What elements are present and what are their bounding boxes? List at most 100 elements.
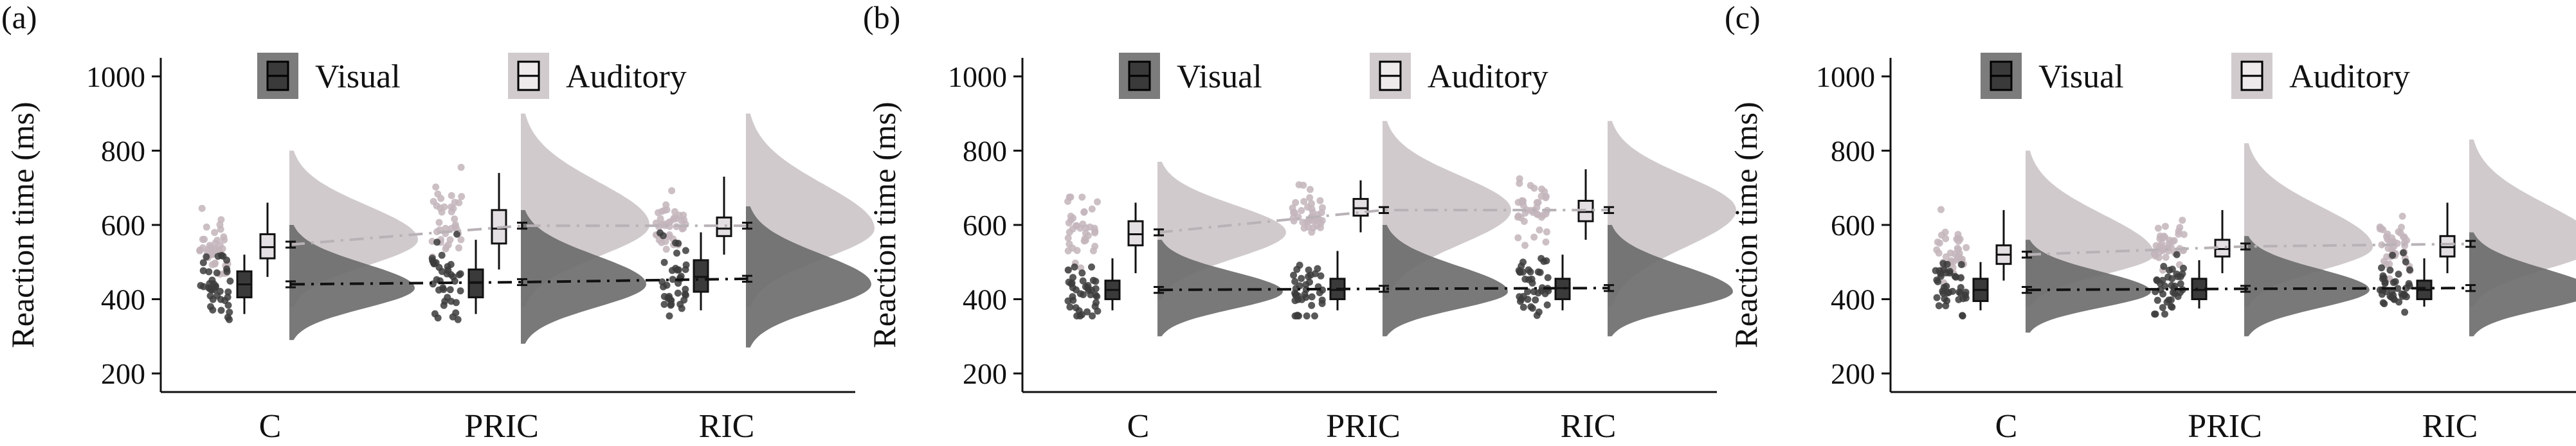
dot-visual bbox=[2394, 285, 2402, 292]
x-tick-label: RIC bbox=[1561, 408, 1617, 445]
dot-visual bbox=[682, 261, 690, 269]
dot-auditory bbox=[455, 244, 462, 252]
dot-visual bbox=[675, 280, 682, 287]
legend-label-auditory: Auditory bbox=[566, 58, 687, 95]
dot-visual bbox=[2151, 310, 2159, 318]
dot-visual bbox=[660, 292, 668, 300]
dot-visual bbox=[1084, 308, 1091, 316]
dot-visual bbox=[2379, 275, 2386, 283]
x-tick-label: PRIC bbox=[1326, 408, 1401, 445]
dot-auditory bbox=[203, 223, 210, 231]
dot-auditory bbox=[1089, 247, 1097, 254]
dot-visual bbox=[457, 287, 464, 295]
dot-auditory bbox=[1542, 238, 1550, 246]
dot-visual bbox=[226, 277, 234, 285]
dot-auditory bbox=[669, 215, 677, 223]
dot-auditory bbox=[2384, 245, 2392, 252]
dot-visual bbox=[223, 256, 230, 264]
y-tick-label: 400 bbox=[963, 283, 1007, 316]
dot-auditory bbox=[1289, 209, 1297, 216]
dot-auditory bbox=[1073, 222, 1080, 229]
dot-visual bbox=[2378, 264, 2385, 272]
x-tick-label: RIC bbox=[2422, 408, 2478, 445]
dot-visual bbox=[2406, 266, 2413, 274]
dot-auditory bbox=[1937, 206, 1945, 213]
dot-visual bbox=[444, 267, 452, 274]
dot-auditory bbox=[1934, 238, 1941, 246]
dot-auditory bbox=[1091, 229, 1098, 236]
dot-visual bbox=[1948, 287, 1956, 295]
dot-visual bbox=[681, 290, 689, 298]
dot-visual bbox=[1934, 278, 1942, 285]
dot-visual bbox=[1516, 268, 1523, 276]
dot-auditory bbox=[2176, 224, 2184, 231]
dot-visual bbox=[1943, 260, 1951, 268]
dot-visual bbox=[1092, 292, 1100, 299]
dot-auditory bbox=[1958, 255, 1966, 263]
dot-auditory bbox=[438, 208, 446, 216]
dot-visual bbox=[453, 230, 460, 238]
dot-auditory bbox=[1530, 233, 1538, 241]
dot-visual bbox=[1524, 296, 1532, 303]
dot-visual bbox=[660, 301, 668, 308]
dot-visual bbox=[1290, 271, 1298, 279]
dot-auditory bbox=[2179, 217, 2186, 224]
dot-auditory bbox=[2159, 245, 2166, 253]
dot-auditory bbox=[1298, 207, 1305, 215]
dot-visual bbox=[1543, 301, 1551, 308]
dot-auditory bbox=[437, 195, 445, 202]
dot-visual bbox=[669, 276, 676, 283]
dot-visual bbox=[1524, 288, 1532, 296]
dot-auditory bbox=[1536, 226, 1543, 234]
dot-visual bbox=[672, 265, 680, 272]
dot-auditory bbox=[1955, 245, 1963, 253]
dot-visual bbox=[199, 259, 207, 267]
dot-auditory bbox=[2162, 253, 2170, 261]
dot-visual bbox=[1302, 286, 1310, 293]
dot-visual bbox=[1305, 272, 1312, 280]
violin-visual bbox=[746, 206, 871, 348]
dot-auditory bbox=[210, 245, 218, 253]
dot-visual bbox=[1065, 278, 1073, 286]
y-tick-label: 600 bbox=[101, 209, 145, 242]
dot-auditory bbox=[1299, 219, 1307, 226]
chart-panel-1: (a) 200 400 600 800 1000 Reaction time (ms) C PR… bbox=[1, 0, 875, 445]
dot-auditory bbox=[1069, 214, 1077, 222]
dot-visual bbox=[660, 283, 667, 290]
dot-visual bbox=[1538, 284, 1546, 292]
dot-visual bbox=[1306, 278, 1313, 286]
dot-auditory bbox=[1306, 194, 1314, 202]
dot-auditory bbox=[2377, 225, 2385, 233]
dot-visual bbox=[2179, 270, 2186, 278]
dot-visual bbox=[224, 301, 232, 309]
dot-visual bbox=[1066, 303, 1074, 311]
dot-visual bbox=[1959, 295, 1967, 303]
dot-auditory bbox=[678, 225, 686, 233]
dot-visual bbox=[1544, 274, 1552, 281]
dot-auditory bbox=[1316, 197, 1324, 204]
dot-auditory bbox=[662, 245, 670, 253]
dot-visual bbox=[2168, 303, 2176, 311]
dot-auditory bbox=[657, 215, 664, 222]
dot-auditory bbox=[2397, 229, 2404, 237]
dot-auditory bbox=[1520, 218, 1528, 225]
dot-auditory bbox=[1064, 247, 1072, 254]
dot-visual bbox=[2401, 308, 2409, 316]
dot-visual bbox=[433, 238, 441, 246]
x-tick-label: PRIC bbox=[464, 408, 539, 445]
dot-visual bbox=[1292, 291, 1300, 299]
dot-auditory bbox=[2161, 222, 2169, 230]
dot-visual bbox=[1937, 272, 1945, 280]
chart-panel-2: (b) 200 400 600 800 1000 Reaction time (ms) C PR… bbox=[863, 0, 1736, 445]
dot-visual bbox=[2160, 263, 2168, 270]
dot-visual bbox=[1955, 289, 1963, 296]
dot-visual bbox=[667, 301, 675, 309]
dot-visual bbox=[213, 292, 221, 299]
x-tick-label: PRIC bbox=[2188, 408, 2262, 445]
dot-visual bbox=[660, 258, 668, 266]
dot-visual bbox=[1535, 308, 1543, 316]
dot-auditory bbox=[1941, 228, 1949, 236]
legend-label-visual: Visual bbox=[2038, 58, 2124, 95]
dot-visual bbox=[1089, 312, 1096, 320]
